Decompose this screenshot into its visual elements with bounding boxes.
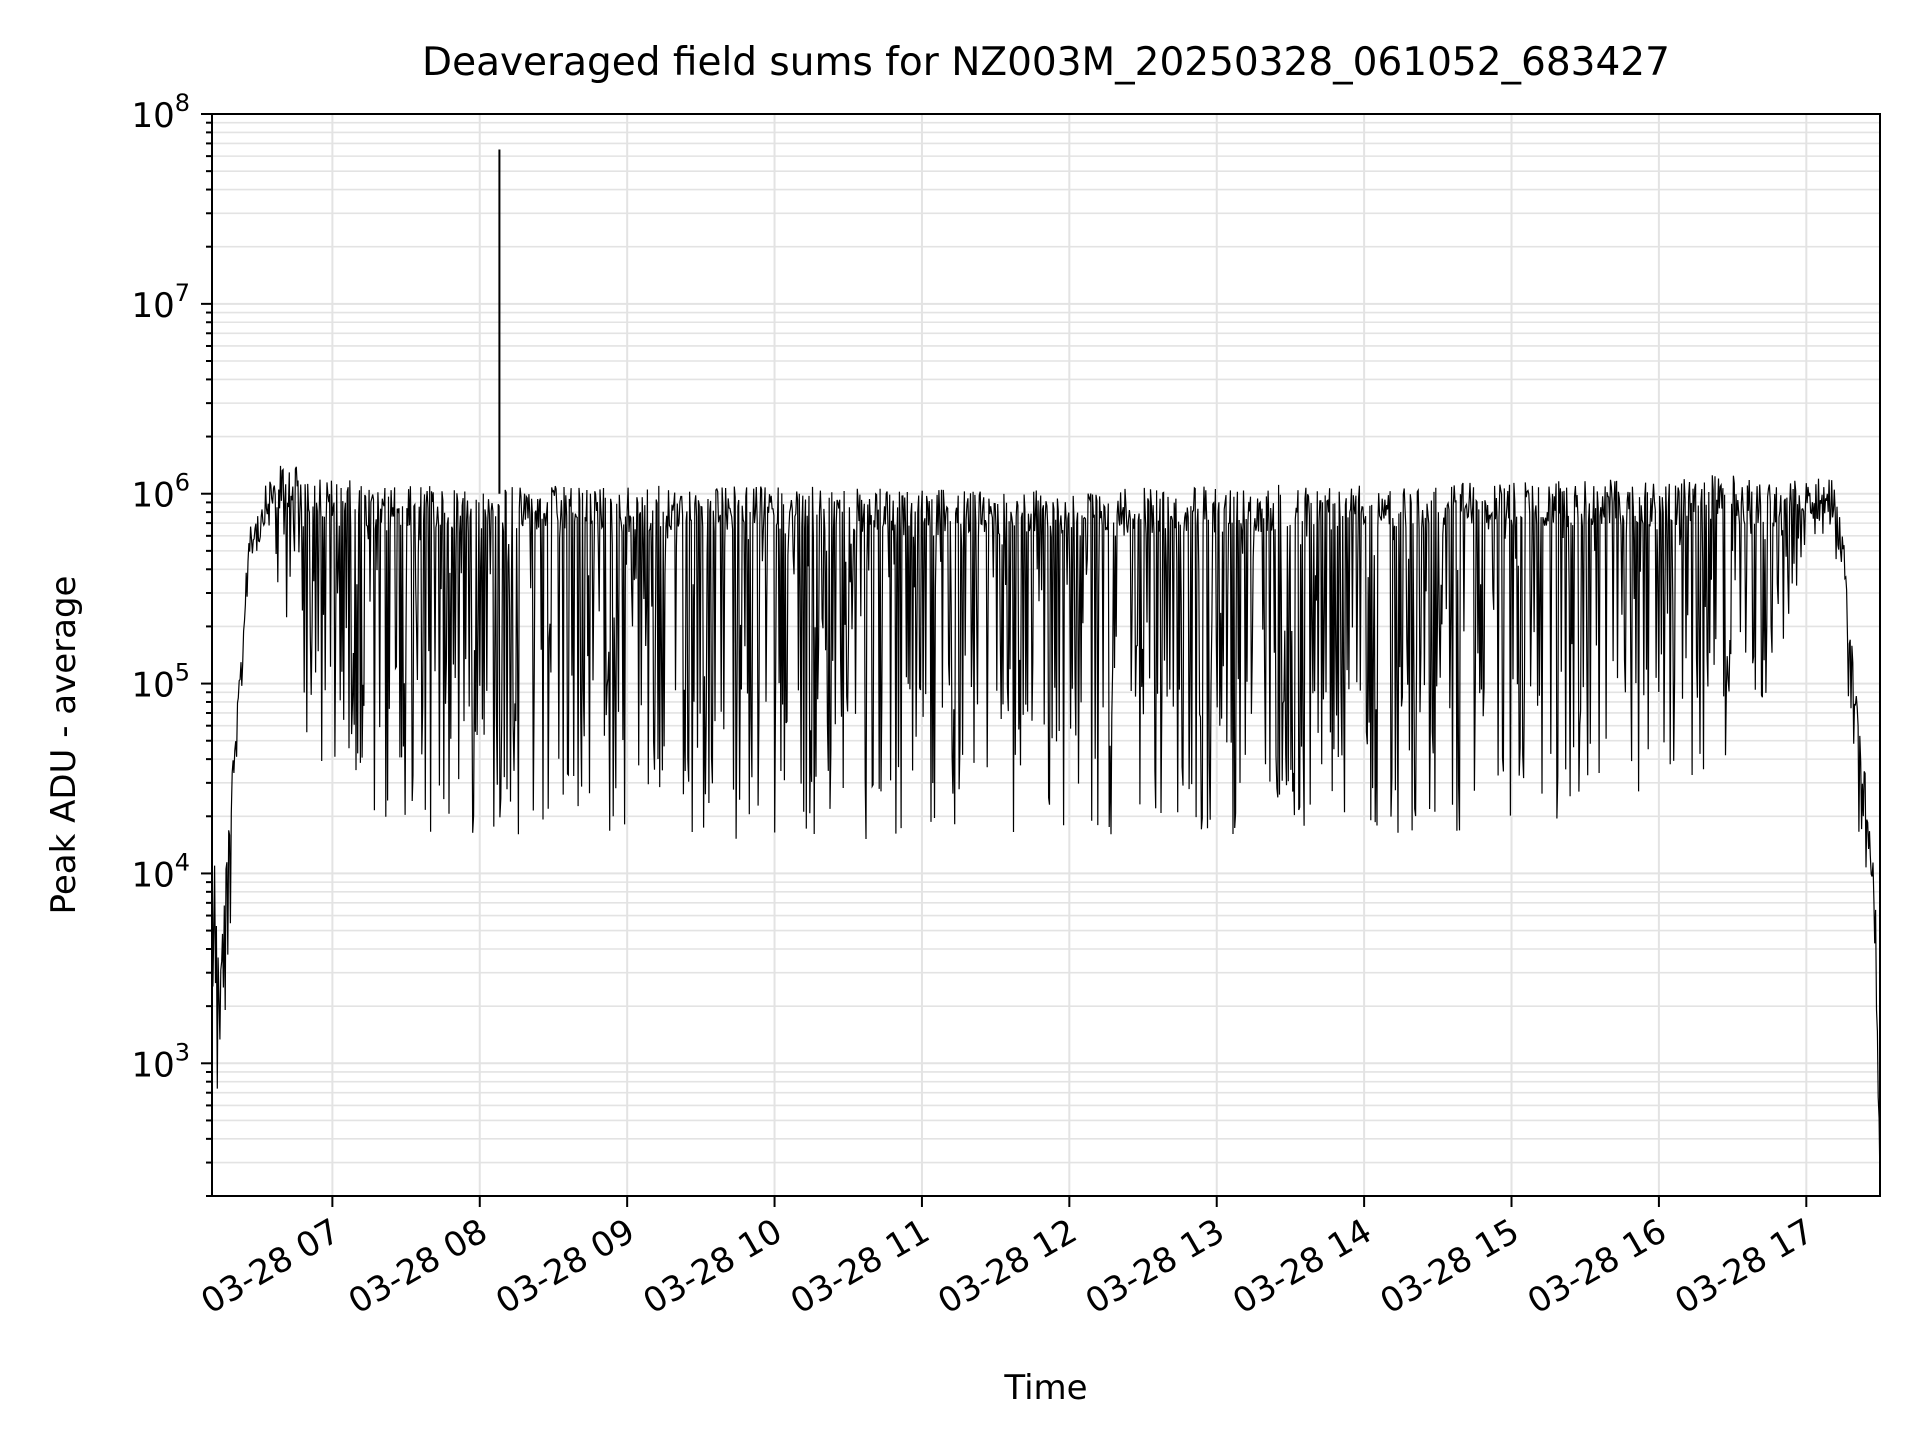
series-path bbox=[211, 465, 1881, 1188]
y-tick-label: 106 bbox=[131, 469, 190, 516]
y-tick-label: 108 bbox=[131, 89, 190, 136]
x-tick-label: 03-28 08 bbox=[342, 1211, 494, 1322]
y-tick-label: 103 bbox=[131, 1038, 190, 1085]
y-tick-label: 105 bbox=[131, 659, 190, 706]
x-tick-label: 03-28 14 bbox=[1226, 1211, 1378, 1322]
x-tick-label: 03-28 09 bbox=[489, 1211, 641, 1322]
plot-frame bbox=[211, 113, 1881, 1197]
x-tick-label: 03-28 12 bbox=[931, 1211, 1083, 1322]
chart-title: Deaveraged field sums for NZ003M_2025032… bbox=[422, 40, 1670, 85]
series-line bbox=[211, 465, 1881, 1188]
x-tick-label: 03-28 10 bbox=[637, 1211, 789, 1322]
x-tick-label: 03-28 16 bbox=[1521, 1211, 1673, 1322]
y-tick-label: 104 bbox=[131, 848, 190, 895]
x-tick-label: 03-28 15 bbox=[1374, 1211, 1526, 1322]
x-tick-label: 03-28 13 bbox=[1079, 1211, 1231, 1322]
x-tick-label: 03-28 07 bbox=[194, 1211, 346, 1322]
grid-lines bbox=[212, 114, 1880, 1197]
x-tick-label: 03-28 11 bbox=[784, 1211, 936, 1322]
x-tick-label: 03-28 17 bbox=[1668, 1211, 1820, 1322]
y-tick-label: 107 bbox=[131, 279, 190, 326]
x-axis-label: Time bbox=[1004, 1368, 1088, 1408]
y-axis-label: Peak ADU - average bbox=[44, 575, 84, 915]
